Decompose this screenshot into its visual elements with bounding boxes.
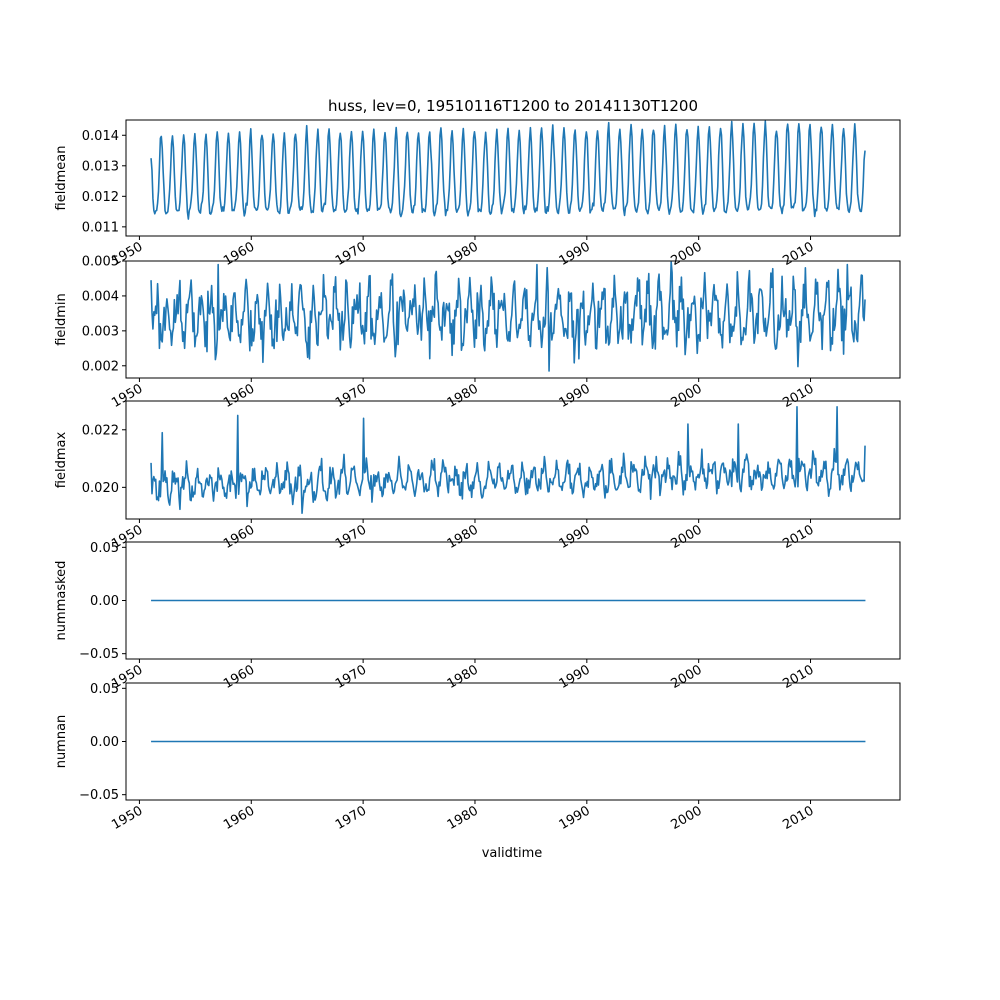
y-axis-label: fieldmin: [54, 293, 69, 346]
y-tick-label: 0.05: [90, 682, 119, 697]
series-line-fieldmean: [150, 120, 866, 220]
y-tick-label: 0.003: [82, 324, 119, 339]
figure-title: huss, lev=0, 19510116T1200 to 20141130T1…: [328, 97, 698, 115]
y-tick-label: 0.005: [82, 255, 119, 270]
y-tick-label: −0.05: [79, 647, 119, 662]
y-tick-label: 0.014: [82, 129, 119, 144]
y-axis-label: fieldmax: [54, 432, 69, 489]
y-tick-label: 0.020: [82, 481, 119, 496]
y-tick-label: 0.00: [90, 735, 119, 750]
y-axis-label: nummasked: [54, 561, 69, 641]
y-tick-label: −0.05: [79, 788, 119, 803]
axes-frame: [125, 400, 901, 520]
y-tick-label: 0.022: [82, 423, 119, 438]
y-tick-label: 0.011: [82, 220, 119, 235]
y-tick-label: 0.012: [82, 190, 119, 205]
x-axis-label: validtime: [482, 846, 543, 861]
series-line-fieldmax: [150, 405, 866, 515]
y-axis-label: numnan: [54, 715, 69, 769]
y-tick-label: 0.013: [82, 159, 119, 174]
series-line-fieldmin: [150, 261, 866, 372]
y-tick-label: 0.00: [90, 594, 119, 609]
axes-frame: [125, 119, 901, 237]
y-tick-label: 0.004: [82, 289, 119, 304]
axes-frame: [125, 260, 901, 379]
y-axis-label: fieldmean: [54, 146, 69, 211]
y-tick-label: 0.05: [90, 541, 119, 556]
y-tick-label: 0.002: [82, 359, 119, 374]
